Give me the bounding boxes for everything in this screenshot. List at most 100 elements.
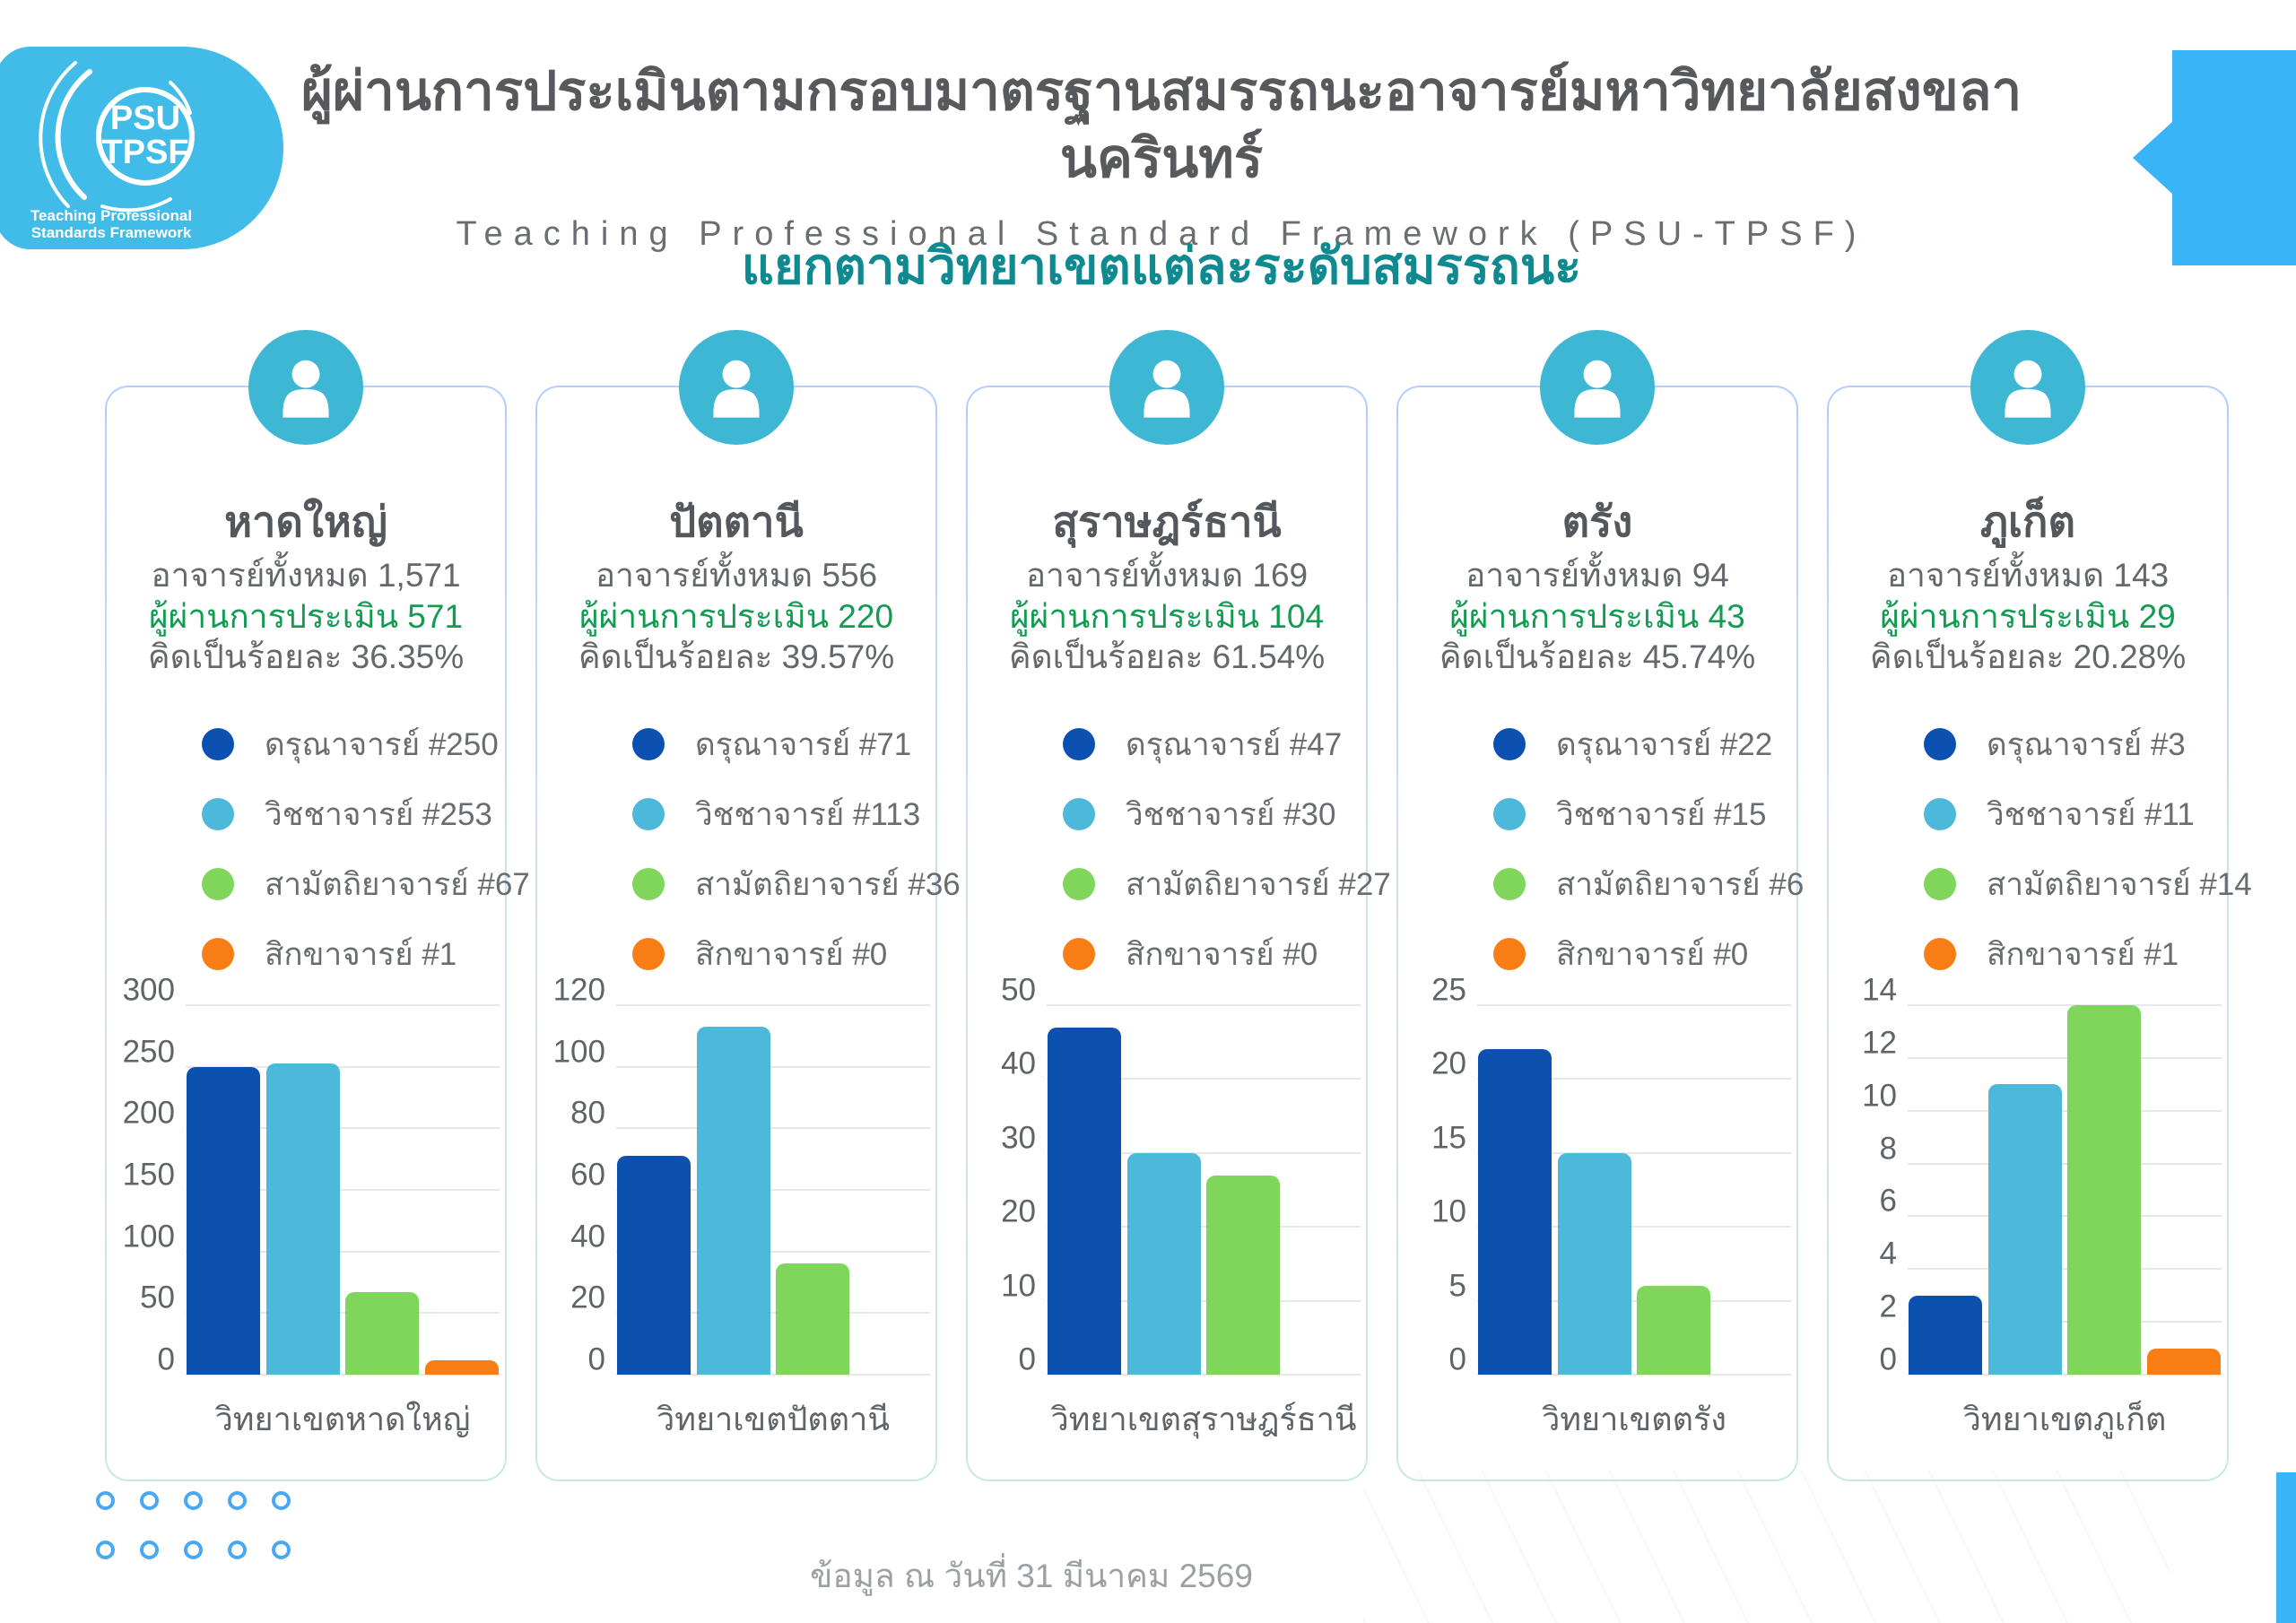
gridline [616, 1127, 930, 1130]
ring-icon [272, 1541, 291, 1559]
section-title: แยกตามวิทยาเขตแต่ละระดับสมรรถนะ [741, 238, 1582, 294]
bar-ดรุณาจารย์ [1478, 1049, 1552, 1375]
total-teachers-stat: อาจารย์ทั้งหมด 143 [1886, 557, 2170, 594]
rings-decoration [96, 1491, 291, 1559]
page-subtitle: Teaching Professional Standard Framework… [456, 215, 1867, 253]
gridline [1477, 1374, 1791, 1376]
y-tick-label: 60 [570, 1157, 605, 1193]
legend-label: สามัตถิยาจารย์ #67 [265, 866, 530, 902]
legend-item: ดรุณาจารย์ #22 [1493, 727, 1772, 762]
legend-item: ดรุณาจารย์ #3 [1924, 727, 2186, 762]
legend-item: สิกขาจารย์ #0 [1493, 937, 1748, 972]
y-tick-label: 50 [1001, 972, 1036, 1008]
campus-card: หาดใหญ่ อาจารย์ทั้งหมด 1,571 ผู้ผ่านการป… [105, 330, 530, 1481]
y-tick-label: 20 [570, 1280, 605, 1315]
gridline [186, 1189, 500, 1191]
gridline [616, 1189, 930, 1191]
legend-item: ดรุณาจารย์ #250 [202, 727, 499, 762]
legend-dot-icon [1063, 938, 1095, 970]
gridline [1908, 1215, 2222, 1218]
gridline [186, 1250, 500, 1253]
legend-dot-icon [1493, 938, 1526, 970]
bar-สามัตถิยาจารย์ [2067, 1005, 2142, 1375]
y-tick-label: 80 [570, 1095, 605, 1131]
gridline [1477, 1151, 1791, 1154]
legend-dot-icon [1063, 728, 1095, 760]
svg-text:Teaching Professional: Teaching Professional [30, 207, 192, 224]
legend-dot-icon [202, 938, 234, 970]
legend-item: ดรุณาจารย์ #47 [1063, 727, 1342, 762]
campus-card: ตรัง อาจารย์ทั้งหมด 94 ผู้ผ่านการประเมิน… [1396, 330, 1804, 1481]
psu-tpsf-logo-icon: PSU TPSF Teaching Professional Standards… [30, 61, 195, 241]
campus-cards: หาดใหญ่ อาจารย์ทั้งหมด 1,571 ผู้ผ่านการป… [105, 330, 2252, 1481]
legend-label: สามัตถิยาจารย์ #27 [1126, 866, 1391, 902]
legend-dot-icon [1063, 798, 1095, 830]
bar-สามัตถิยาจารย์ [1637, 1286, 1711, 1375]
y-tick-label: 0 [587, 1341, 605, 1377]
total-teachers-stat: อาจารย์ทั้งหมด 169 [1025, 557, 1309, 594]
legend-item: วิชชาจารย์ #253 [202, 797, 492, 832]
y-tick-label: 4 [1879, 1236, 1897, 1271]
y-tick-label: 20 [1431, 1046, 1466, 1081]
passed-assessment-stat: ผู้ผ่านการประเมิน 220 [578, 598, 894, 635]
campus-name: หาดใหญ่ [224, 498, 387, 545]
bar-chart-plot: 0 50 100 150 200 250 300 [123, 975, 500, 1376]
percent-stat: คิดเป็นร้อยละ 61.54% [1008, 638, 1326, 675]
y-tick-label: 30 [1001, 1120, 1036, 1156]
ring-icon [184, 1491, 203, 1510]
gridline [616, 1004, 930, 1006]
percent-stat: คิดเป็นร้อยละ 20.28% [1869, 638, 2187, 675]
gridline [186, 1004, 500, 1006]
y-tick-label: 2 [1879, 1289, 1897, 1324]
legend-label: สิกขาจารย์ #0 [1126, 936, 1318, 972]
person-icon [1144, 360, 1190, 418]
y-tick-label: 0 [1018, 1341, 1036, 1377]
legend-dot-icon [1924, 798, 1956, 830]
campus-card: ภูเก็ต อาจารย์ทั้งหมด 143 ผู้ผ่านการประเ… [1827, 330, 2252, 1481]
bar-ดรุณาจารย์ [187, 1067, 260, 1375]
passed-assessment-stat: ผู้ผ่านการประเมิน 29 [1880, 598, 2176, 635]
y-tick-label: 14 [1862, 972, 1897, 1008]
legend-item: สิกขาจารย์ #0 [1063, 937, 1318, 972]
passed-assessment-stat: ผู้ผ่านการประเมิน 43 [1449, 598, 1745, 635]
person-badge [679, 330, 794, 445]
campus-name: ภูเก็ต [1979, 498, 2076, 545]
y-tick-label: 0 [157, 1341, 175, 1377]
bar-สิกขาจารย์ [2147, 1349, 2222, 1375]
corner-arrow-icon [2133, 50, 2296, 265]
y-tick-label: 5 [1448, 1268, 1466, 1304]
legend-dot-icon [1493, 868, 1526, 900]
gridline [616, 1312, 930, 1315]
gridline [1908, 1374, 2222, 1376]
ring-icon [228, 1491, 247, 1510]
ring-icon [140, 1541, 159, 1559]
bar-ดรุณาจารย์ [617, 1156, 691, 1375]
y-tick-label: 40 [570, 1219, 605, 1254]
y-tick-label: 12 [1862, 1025, 1897, 1061]
gridline [1908, 1321, 2222, 1324]
y-tick-label: 120 [552, 972, 605, 1008]
legend-label: วิชชาจารย์ #113 [695, 796, 921, 832]
legend-item: สามัตถิยาจารย์ #27 [1063, 867, 1391, 902]
legend-label: สิกขาจารย์ #0 [695, 936, 888, 972]
ring-icon [96, 1541, 115, 1559]
svg-text:Standards Framework: Standards Framework [31, 224, 192, 241]
bar-chart-plot: 0 10 20 30 40 50 [1001, 975, 1361, 1376]
passed-assessment-stat: ผู้ผ่านการประเมิน 104 [1009, 598, 1325, 635]
psu-tpsf-logo: PSU TPSF Teaching Professional Standards… [0, 47, 283, 249]
legend-item: วิชชาจารย์ #11 [1924, 797, 2195, 832]
legend-item: วิชชาจารย์ #15 [1493, 797, 1766, 832]
gridline [616, 1065, 930, 1068]
gridline [1908, 1162, 2222, 1165]
legend-dot-icon [632, 868, 665, 900]
legend-label: สามัตถิยาจารย์ #14 [1987, 866, 2252, 902]
legend-item: สามัตถิยาจารย์ #36 [632, 867, 961, 902]
bar-วิชชาจารย์ [1557, 1153, 1631, 1375]
gridline [186, 1374, 500, 1376]
legend-item: สามัตถิยาจารย์ #67 [202, 867, 530, 902]
total-teachers-stat: อาจารย์ทั้งหมด 556 [595, 557, 878, 594]
ring-icon [96, 1491, 115, 1510]
legend-item: วิชชาจารย์ #30 [1063, 797, 1335, 832]
legend-label: สามัตถิยาจารย์ #36 [695, 866, 961, 902]
percent-stat: คิดเป็นร้อยละ 39.57% [578, 638, 895, 675]
